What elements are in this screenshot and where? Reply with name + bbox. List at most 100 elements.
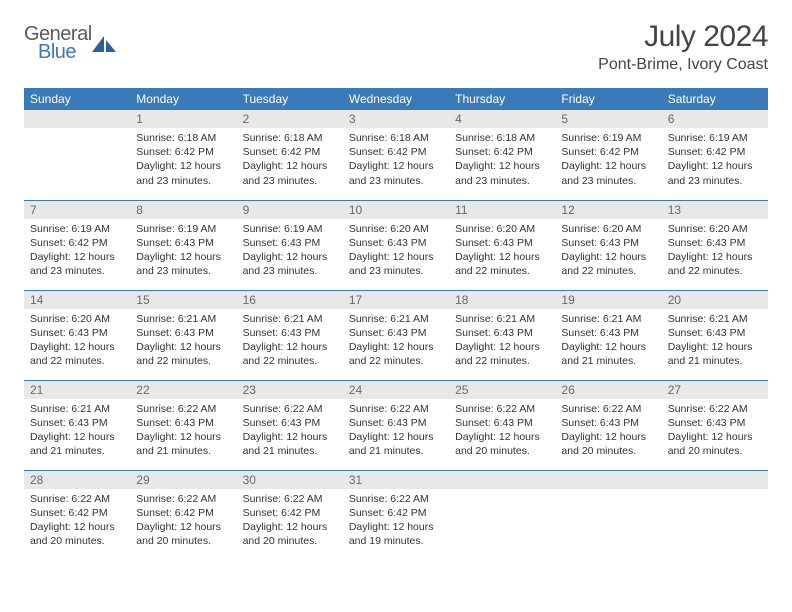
daylight-text: Daylight: 12 hours and 22 minutes. [561, 250, 655, 278]
calendar-week-row: 7Sunrise: 6:19 AMSunset: 6:42 PMDaylight… [24, 200, 768, 290]
day-number: 27 [662, 381, 768, 399]
sunrise-text: Sunrise: 6:22 AM [136, 492, 230, 506]
calendar-cell: 25Sunrise: 6:22 AMSunset: 6:43 PMDayligh… [449, 380, 555, 470]
daylight-text: Daylight: 12 hours and 22 minutes. [455, 340, 549, 368]
logo: General Blue [24, 20, 120, 62]
day-details: Sunrise: 6:21 AMSunset: 6:43 PMDaylight:… [237, 309, 343, 375]
sunset-text: Sunset: 6:43 PM [561, 236, 655, 250]
sunrise-text: Sunrise: 6:21 AM [349, 312, 443, 326]
day-details: Sunrise: 6:22 AMSunset: 6:43 PMDaylight:… [555, 399, 661, 465]
day-number: 11 [449, 201, 555, 219]
day-number: 28 [24, 471, 130, 489]
weekday-header: Sunday [24, 88, 130, 110]
day-number: 20 [662, 291, 768, 309]
sunset-text: Sunset: 6:43 PM [243, 236, 337, 250]
day-details: Sunrise: 6:18 AMSunset: 6:42 PMDaylight:… [343, 128, 449, 194]
day-details [555, 489, 661, 498]
day-details: Sunrise: 6:22 AMSunset: 6:42 PMDaylight:… [237, 489, 343, 555]
day-number: 31 [343, 471, 449, 489]
day-details: Sunrise: 6:18 AMSunset: 6:42 PMDaylight:… [449, 128, 555, 194]
sunrise-text: Sunrise: 6:20 AM [455, 222, 549, 236]
day-number: 23 [237, 381, 343, 399]
daylight-text: Daylight: 12 hours and 21 minutes. [136, 430, 230, 458]
sunset-text: Sunset: 6:42 PM [30, 506, 124, 520]
calendar-cell: 30Sunrise: 6:22 AMSunset: 6:42 PMDayligh… [237, 470, 343, 560]
day-number: 18 [449, 291, 555, 309]
sunset-text: Sunset: 6:42 PM [349, 145, 443, 159]
day-number: 13 [662, 201, 768, 219]
daylight-text: Daylight: 12 hours and 21 minutes. [30, 430, 124, 458]
sunrise-text: Sunrise: 6:22 AM [668, 402, 762, 416]
day-number: 22 [130, 381, 236, 399]
daylight-text: Daylight: 12 hours and 22 minutes. [30, 340, 124, 368]
day-details: Sunrise: 6:22 AMSunset: 6:43 PMDaylight:… [449, 399, 555, 465]
day-details: Sunrise: 6:19 AMSunset: 6:42 PMDaylight:… [555, 128, 661, 194]
daylight-text: Daylight: 12 hours and 22 minutes. [668, 250, 762, 278]
day-number: 5 [555, 110, 661, 128]
calendar-cell: 2Sunrise: 6:18 AMSunset: 6:42 PMDaylight… [237, 110, 343, 200]
day-number: 12 [555, 201, 661, 219]
sunrise-text: Sunrise: 6:19 AM [561, 131, 655, 145]
day-number [449, 471, 555, 489]
daylight-text: Daylight: 12 hours and 23 minutes. [136, 250, 230, 278]
sunset-text: Sunset: 6:43 PM [30, 326, 124, 340]
sunset-text: Sunset: 6:43 PM [30, 416, 124, 430]
calendar-cell: 1Sunrise: 6:18 AMSunset: 6:42 PMDaylight… [130, 110, 236, 200]
sunrise-text: Sunrise: 6:22 AM [561, 402, 655, 416]
sunrise-text: Sunrise: 6:22 AM [349, 492, 443, 506]
day-number [24, 110, 130, 128]
sunset-text: Sunset: 6:43 PM [668, 236, 762, 250]
day-details: Sunrise: 6:20 AMSunset: 6:43 PMDaylight:… [662, 219, 768, 285]
calendar-cell: 16Sunrise: 6:21 AMSunset: 6:43 PMDayligh… [237, 290, 343, 380]
calendar-header-row: SundayMondayTuesdayWednesdayThursdayFrid… [24, 88, 768, 110]
weekday-header: Wednesday [343, 88, 449, 110]
day-number: 7 [24, 201, 130, 219]
day-details [662, 489, 768, 498]
day-number: 10 [343, 201, 449, 219]
sunrise-text: Sunrise: 6:22 AM [30, 492, 124, 506]
day-number: 3 [343, 110, 449, 128]
sunset-text: Sunset: 6:43 PM [136, 326, 230, 340]
day-number: 19 [555, 291, 661, 309]
calendar-cell: 27Sunrise: 6:22 AMSunset: 6:43 PMDayligh… [662, 380, 768, 470]
sunrise-text: Sunrise: 6:21 AM [561, 312, 655, 326]
daylight-text: Daylight: 12 hours and 20 minutes. [455, 430, 549, 458]
sunrise-text: Sunrise: 6:21 AM [243, 312, 337, 326]
sunset-text: Sunset: 6:43 PM [668, 416, 762, 430]
daylight-text: Daylight: 12 hours and 20 minutes. [243, 520, 337, 548]
sunrise-text: Sunrise: 6:22 AM [243, 492, 337, 506]
weekday-header: Saturday [662, 88, 768, 110]
header: General Blue July 2024 Pont-Brime, Ivory… [24, 20, 768, 74]
day-details [24, 128, 130, 137]
sunset-text: Sunset: 6:43 PM [349, 326, 443, 340]
calendar-cell: 7Sunrise: 6:19 AMSunset: 6:42 PMDaylight… [24, 200, 130, 290]
sunset-text: Sunset: 6:43 PM [136, 236, 230, 250]
daylight-text: Daylight: 12 hours and 20 minutes. [561, 430, 655, 458]
weekday-header: Tuesday [237, 88, 343, 110]
calendar-cell [449, 470, 555, 560]
calendar-cell: 8Sunrise: 6:19 AMSunset: 6:43 PMDaylight… [130, 200, 236, 290]
sunrise-text: Sunrise: 6:18 AM [455, 131, 549, 145]
sail-icon [90, 34, 120, 54]
calendar-cell: 12Sunrise: 6:20 AMSunset: 6:43 PMDayligh… [555, 200, 661, 290]
calendar-cell: 26Sunrise: 6:22 AMSunset: 6:43 PMDayligh… [555, 380, 661, 470]
day-details: Sunrise: 6:21 AMSunset: 6:43 PMDaylight:… [662, 309, 768, 375]
calendar-cell: 6Sunrise: 6:19 AMSunset: 6:42 PMDaylight… [662, 110, 768, 200]
daylight-text: Daylight: 12 hours and 22 minutes. [455, 250, 549, 278]
calendar-cell: 24Sunrise: 6:22 AMSunset: 6:43 PMDayligh… [343, 380, 449, 470]
sunset-text: Sunset: 6:43 PM [455, 236, 549, 250]
daylight-text: Daylight: 12 hours and 23 minutes. [668, 159, 762, 187]
weekday-header: Thursday [449, 88, 555, 110]
daylight-text: Daylight: 12 hours and 23 minutes. [136, 159, 230, 187]
day-number: 26 [555, 381, 661, 399]
sunset-text: Sunset: 6:43 PM [243, 326, 337, 340]
day-number: 16 [237, 291, 343, 309]
day-details: Sunrise: 6:22 AMSunset: 6:43 PMDaylight:… [130, 399, 236, 465]
daylight-text: Daylight: 12 hours and 23 minutes. [243, 250, 337, 278]
sunrise-text: Sunrise: 6:21 AM [30, 402, 124, 416]
calendar-cell: 14Sunrise: 6:20 AMSunset: 6:43 PMDayligh… [24, 290, 130, 380]
calendar-cell: 18Sunrise: 6:21 AMSunset: 6:43 PMDayligh… [449, 290, 555, 380]
calendar-cell: 29Sunrise: 6:22 AMSunset: 6:42 PMDayligh… [130, 470, 236, 560]
calendar-cell: 13Sunrise: 6:20 AMSunset: 6:43 PMDayligh… [662, 200, 768, 290]
sunset-text: Sunset: 6:42 PM [349, 506, 443, 520]
